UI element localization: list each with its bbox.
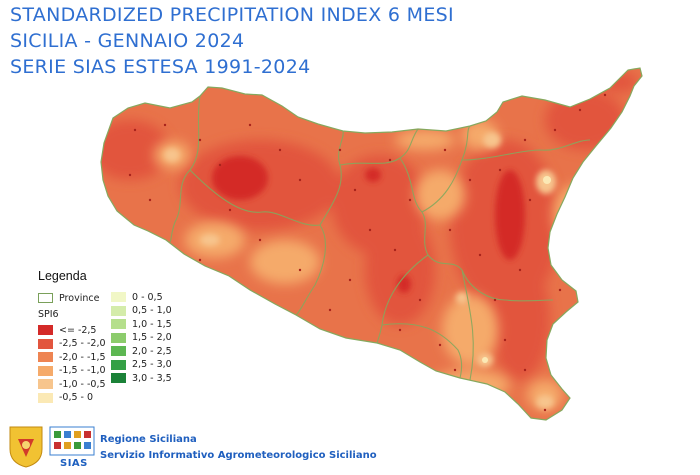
- legend-title: Legenda: [38, 269, 87, 283]
- legend-class-label: 2,5 - 3,0: [132, 359, 172, 370]
- legend-class-label: 2,0 - 2,5: [132, 345, 172, 357]
- regione-siciliana-logo: [9, 426, 43, 468]
- legend-swatch: [111, 346, 126, 356]
- province-swatch: [38, 293, 53, 303]
- legend-class-row: -0,5 - 0: [38, 392, 93, 404]
- legend-class-row: 2,0 - 2,5: [111, 345, 172, 357]
- sias-logo: [49, 426, 95, 456]
- legend-class-label: 0,5 - 1,0: [132, 305, 172, 316]
- legend-swatch: [38, 365, 53, 376]
- legend-class-row: -2,0 - -1,5: [38, 351, 106, 363]
- footer-line-1: Regione Siciliana: [100, 434, 197, 445]
- legend-class-row: 3,0 - 3,5: [111, 372, 172, 384]
- legend-swatch: [111, 359, 126, 370]
- legend-swatch: [38, 325, 53, 335]
- legend-class-label: 0 - 0,5: [132, 291, 163, 303]
- legend-swatch: [111, 373, 126, 383]
- legend-class-row: 2,5 - 3,0: [111, 359, 172, 371]
- map-title: STANDARDIZED PRECIPITATION INDEX 6 MESI …: [10, 2, 454, 80]
- spi-label: SPI6: [38, 309, 59, 320]
- footer: Regione Siciliana Servizio Informativo A…: [100, 432, 377, 464]
- title-line-2: SICILIA - GENNAIO 2024: [10, 30, 245, 52]
- legend-province: Province: [38, 292, 99, 304]
- province-label: Province: [59, 292, 100, 304]
- legend-swatch: [38, 392, 53, 403]
- legend-class-label: 1,0 - 1,5: [132, 318, 172, 330]
- title-line-1: STANDARDIZED PRECIPITATION INDEX 6 MESI: [10, 4, 454, 26]
- legend-class-row: 1,5 - 2,0: [111, 332, 172, 344]
- legend-class-label: <= -2,5: [59, 324, 97, 336]
- legend-swatch: [111, 319, 126, 329]
- legend-class-row: 0,5 - 1,0: [111, 305, 172, 317]
- legend-swatch: [111, 292, 126, 302]
- legend-class-row: 1,0 - 1,5: [111, 318, 172, 330]
- legend-class-label: -1,0 - -0,5: [59, 378, 106, 390]
- legend-swatch: [111, 305, 126, 316]
- legend-swatch: [38, 352, 53, 362]
- footer-line-2: Servizio Informativo Agrometeorologico S…: [100, 450, 377, 461]
- title-line-3: SERIE SIAS ESTESA 1991-2024: [10, 56, 311, 78]
- legend-swatch: [38, 338, 53, 349]
- legend-class-row: -2,5 - -2,0: [38, 338, 106, 350]
- legend-class-label: -0,5 - 0: [59, 392, 94, 403]
- legend-class-row: -1,5 - -1,0: [38, 365, 106, 377]
- legend-class-label: -2,0 - -1,5: [59, 351, 106, 363]
- legend-class-row: -1,0 - -0,5: [38, 378, 106, 390]
- legend-class-row: 0 - 0,5: [111, 291, 163, 303]
- legend-swatch: [38, 379, 53, 389]
- legend-class-label: -2,5 - -2,0: [59, 338, 106, 349]
- legend-class-label: 1,5 - 2,0: [132, 332, 172, 343]
- legend-class-label: 3,0 - 3,5: [132, 372, 172, 384]
- legend-class-label: -1,5 - -1,0: [59, 365, 106, 376]
- legend-class-row: <= -2,5: [38, 324, 96, 336]
- legend-swatch: [111, 332, 126, 343]
- sias-logo-text: SIAS: [60, 458, 88, 469]
